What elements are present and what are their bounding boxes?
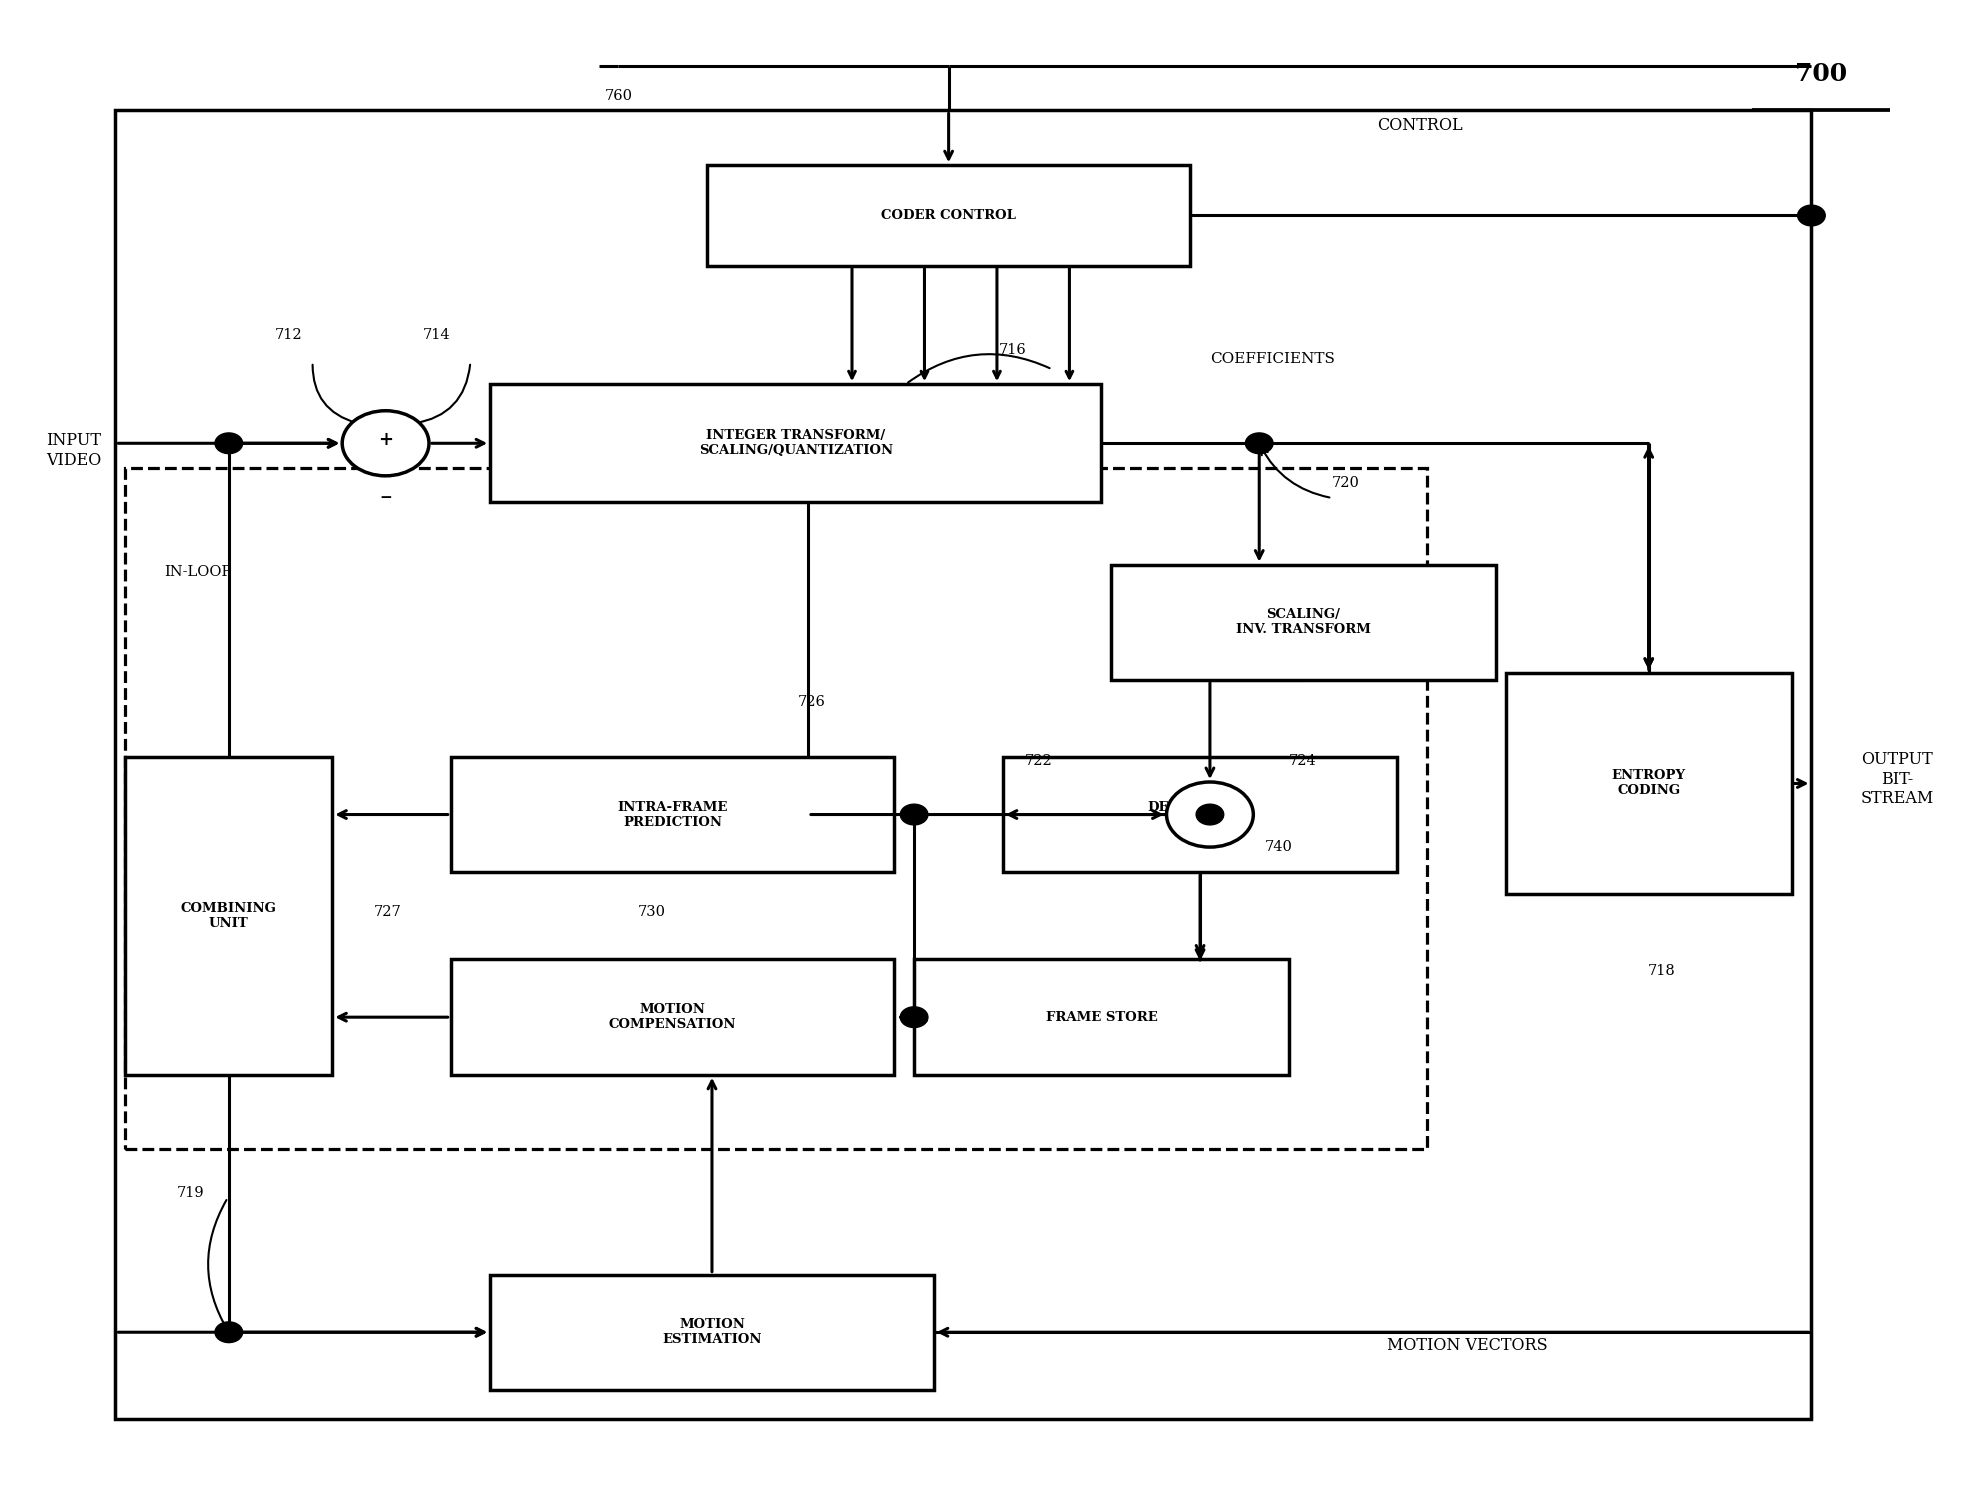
Text: COMBINING
UNIT: COMBINING UNIT	[181, 902, 276, 930]
Bar	[115, 110, 1811, 1420]
Text: 727: 727	[373, 905, 401, 920]
Text: CODER CONTROL: CODER CONTROL	[882, 209, 1017, 222]
Text: 716: 716	[999, 343, 1027, 357]
Text: 700: 700	[1795, 61, 1847, 85]
Text: 726: 726	[798, 696, 826, 709]
Bar	[491, 1275, 933, 1390]
Bar	[1505, 672, 1791, 894]
Text: 719: 719	[177, 1187, 205, 1200]
Text: 720: 720	[1333, 476, 1360, 490]
Circle shape	[1245, 433, 1273, 454]
Text: 712: 712	[276, 328, 302, 342]
Bar	[914, 960, 1289, 1075]
Text: −: −	[379, 491, 391, 505]
Bar	[707, 166, 1190, 266]
Text: IN-LOOP: IN-LOOP	[165, 564, 232, 579]
Text: +: +	[377, 431, 393, 449]
Text: 740: 740	[1265, 841, 1293, 854]
Text: MOTION
COMPENSATION: MOTION COMPENSATION	[610, 1003, 737, 1032]
Bar	[1112, 564, 1495, 679]
Text: 722: 722	[1025, 754, 1053, 769]
Text: INTRA-FRAME
PREDICTION: INTRA-FRAME PREDICTION	[618, 800, 727, 829]
Text: SCALING/
INV. TRANSFORM: SCALING/ INV. TRANSFORM	[1235, 608, 1370, 636]
Circle shape	[1166, 782, 1253, 847]
Text: 728: 728	[902, 1012, 929, 1026]
Text: DEBLOCKING
FILTER: DEBLOCKING FILTER	[1148, 800, 1253, 829]
Bar	[491, 384, 1102, 503]
Bar	[451, 960, 894, 1075]
Text: 724: 724	[1289, 754, 1317, 769]
Bar	[1003, 757, 1398, 872]
Text: OUTPUT
BIT-
STREAM: OUTPUT BIT- STREAM	[1861, 751, 1934, 808]
Circle shape	[1196, 805, 1223, 826]
Circle shape	[900, 805, 927, 826]
Bar	[125, 757, 332, 1075]
Text: MOTION
ESTIMATION: MOTION ESTIMATION	[661, 1318, 763, 1347]
Circle shape	[214, 1321, 242, 1342]
Text: COEFFICIENTS: COEFFICIENTS	[1209, 352, 1335, 366]
Text: CONTROL: CONTROL	[1378, 116, 1464, 134]
Text: 730: 730	[638, 905, 665, 920]
Text: 718: 718	[1648, 964, 1676, 978]
Text: FRAME STORE: FRAME STORE	[1045, 1011, 1158, 1024]
Circle shape	[342, 411, 429, 476]
Circle shape	[1797, 205, 1825, 225]
Text: 760: 760	[604, 88, 632, 103]
Circle shape	[900, 1006, 927, 1027]
Text: +: +	[1202, 803, 1217, 821]
Text: INTEGER TRANSFORM/
SCALING/QUANTIZATION: INTEGER TRANSFORM/ SCALING/QUANTIZATION	[699, 430, 894, 457]
Text: INPUT
VIDEO: INPUT VIDEO	[46, 433, 101, 469]
Bar	[451, 757, 894, 872]
Circle shape	[214, 433, 242, 454]
Text: 714: 714	[423, 328, 451, 342]
Text: MOTION VECTORS: MOTION VECTORS	[1388, 1338, 1547, 1354]
Text: ENTROPY
CODING: ENTROPY CODING	[1613, 769, 1686, 797]
Bar	[125, 469, 1426, 1148]
